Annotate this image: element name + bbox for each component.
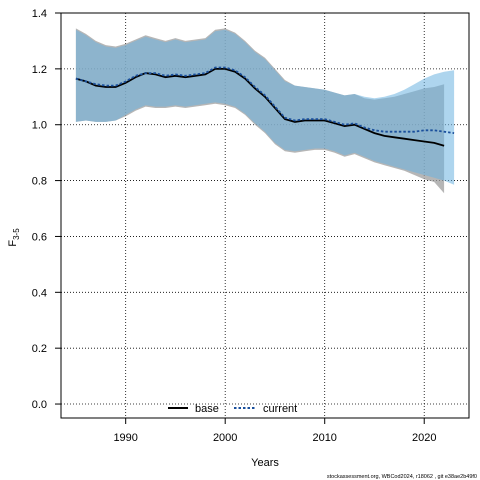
x-tick-label-2020: 2020 [412,432,436,444]
y-tick-label-4: 0.8 [32,176,47,188]
confidence-bands [75,28,455,194]
svg-text:F3-5: F3-5 [7,228,21,247]
y-tick-label-2: 0.4 [32,287,47,299]
y-axis-title-main: F [7,240,19,247]
x-axis-title: Years [251,457,279,469]
x-tick-label-1990: 1990 [113,432,137,444]
caption: stockassessment.org, WBCod2024, r18062 ,… [327,474,477,480]
y-axis-title-subscript: 3-5 [12,228,21,240]
legend-label-base: base [195,403,219,415]
legend-label-current: current [263,403,297,415]
confidence-band-current [75,29,455,185]
legend: base current [168,403,297,415]
x-axis: 1990 2000 2010 2020 [113,418,436,444]
y-axis-title: F3-5 [7,228,21,247]
plot-frame [60,12,470,419]
y-tick-label-7: 1.4 [32,8,47,20]
y-tick-label-6: 1.2 [32,64,47,76]
x-tick-label-2010: 2010 [312,432,336,444]
series-line-current [75,66,455,134]
y-tick-label-5: 1.0 [32,120,47,132]
y-tick-label-0: 0.0 [32,399,47,411]
series-lines [75,66,455,147]
y-tick-label-1: 0.2 [32,343,47,355]
y-tick-label-3: 0.6 [32,231,47,243]
y-axis: 0.0 0.2 0.4 0.6 0.8 1.0 1.2 1.4 [32,8,61,411]
x-tick-label-2000: 2000 [213,432,237,444]
series-line-base [75,68,445,147]
